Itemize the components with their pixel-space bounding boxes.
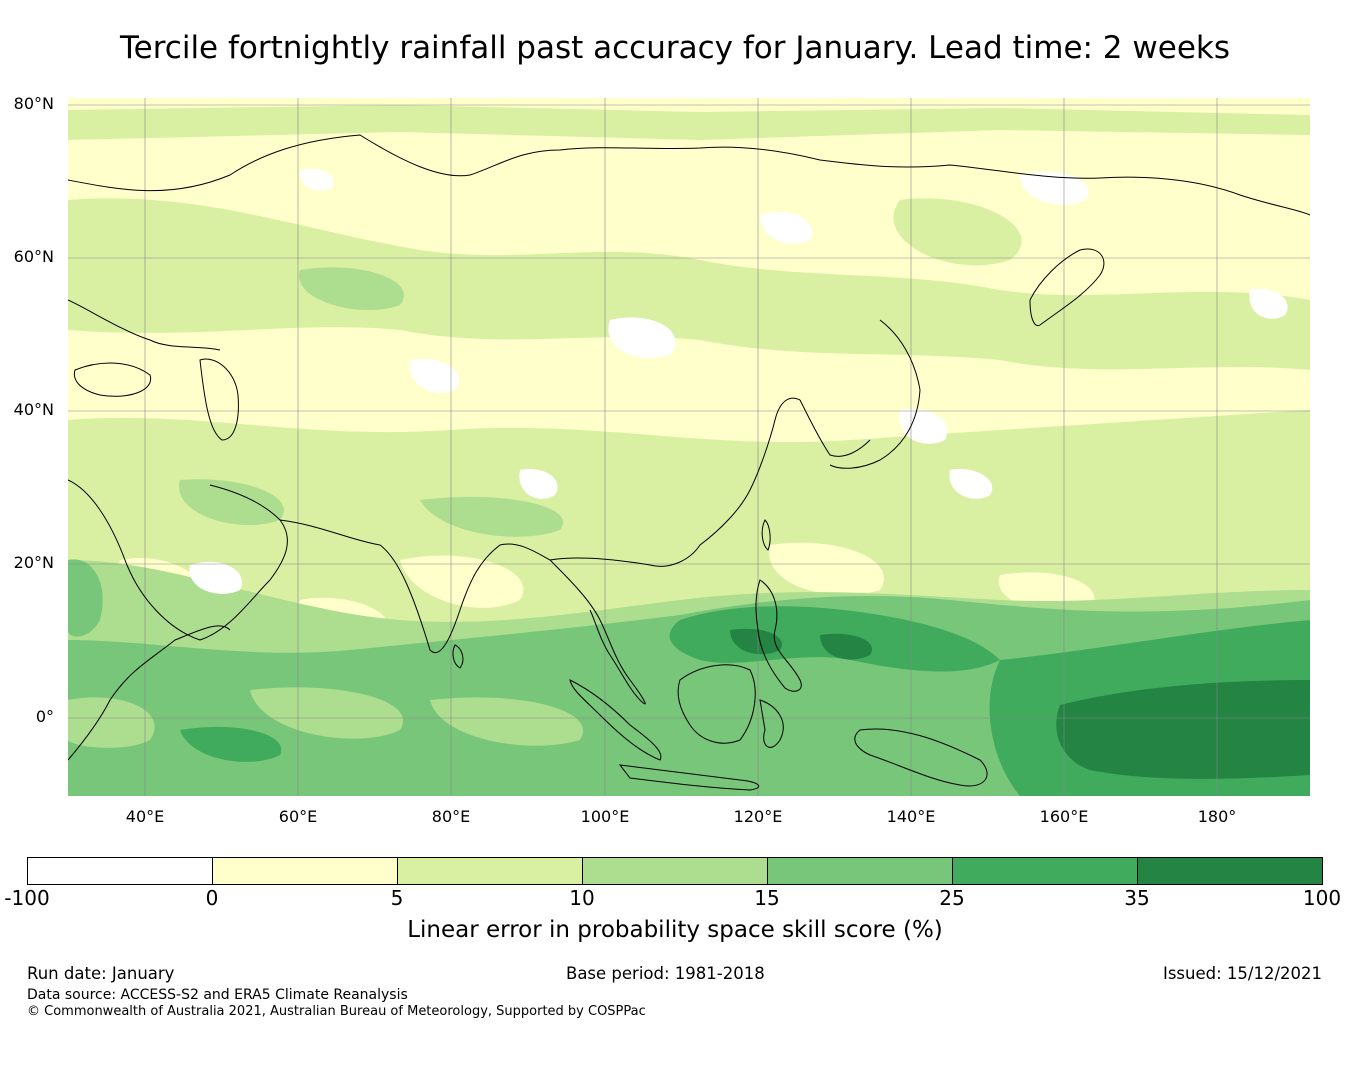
lon-label-140e: 140°E	[886, 807, 936, 826]
colorbar-swatch-0-5	[213, 858, 398, 884]
lon-label-120e: 120°E	[733, 807, 783, 826]
colorbar-swatch-5-10	[398, 858, 583, 884]
colorbar-swatch-10-15	[583, 858, 768, 884]
map-canvas	[68, 98, 1310, 796]
issued-date: Issued: 15/12/2021	[1162, 964, 1322, 983]
field-35-100	[730, 628, 1310, 779]
colorbar-tick-25: 25	[939, 886, 965, 910]
colorbar-label: Linear error in probability space skill …	[407, 917, 943, 943]
field-10-15-inner	[68, 687, 584, 748]
colorbar-tick-100: 100	[1302, 886, 1342, 910]
coastlines	[68, 134, 1310, 791]
lat-label-0: 0°	[35, 707, 54, 726]
colorbar-tick-35: 35	[1124, 886, 1150, 910]
colorbar-tick-5: 5	[390, 886, 404, 910]
lon-label-80e: 80°E	[431, 807, 471, 826]
lat-label-40n: 40°N	[13, 400, 54, 419]
chart-title: Tercile fortnightly rainfall past accura…	[119, 30, 1230, 66]
colorbar-swatch-35-100	[1138, 858, 1322, 884]
colorbar	[27, 857, 1323, 885]
lon-label-100e: 100°E	[580, 807, 630, 826]
colorbar-tick-0: 0	[205, 886, 219, 910]
base-period: Base period: 1981-2018	[566, 964, 765, 983]
lon-label-60e: 60°E	[278, 807, 318, 826]
run-date: Run date: January	[27, 964, 175, 983]
colorbar-tick-15: 15	[754, 886, 780, 910]
colorbar-tick-10: 10	[569, 886, 595, 910]
field-below-0	[189, 168, 1288, 594]
lon-label-180: 180°	[1197, 807, 1237, 826]
colorbar-swatch-below-0	[28, 858, 213, 884]
data-source: Data source: ACCESS-S2 and ERA5 Climate …	[27, 987, 408, 1003]
skill-map: 80°N 60°N 40°N 20°N 0° 40°E 60°E 80°E 10…	[13, 94, 1310, 826]
colorbar-swatch-25-35	[953, 858, 1138, 884]
lon-label-160e: 160°E	[1039, 807, 1089, 826]
lon-label-40e: 40°E	[125, 807, 165, 826]
lat-label-20n: 20°N	[13, 553, 54, 572]
graticule	[68, 98, 1310, 796]
copyright: © Commonwealth of Australia 2021, Austra…	[27, 1004, 646, 1019]
lat-label-60n: 60°N	[13, 247, 54, 266]
colorbar-swatch-15-25	[768, 858, 953, 884]
lat-label-80n: 80°N	[13, 94, 54, 113]
colorbar-tick-neg100: -100	[4, 886, 50, 910]
